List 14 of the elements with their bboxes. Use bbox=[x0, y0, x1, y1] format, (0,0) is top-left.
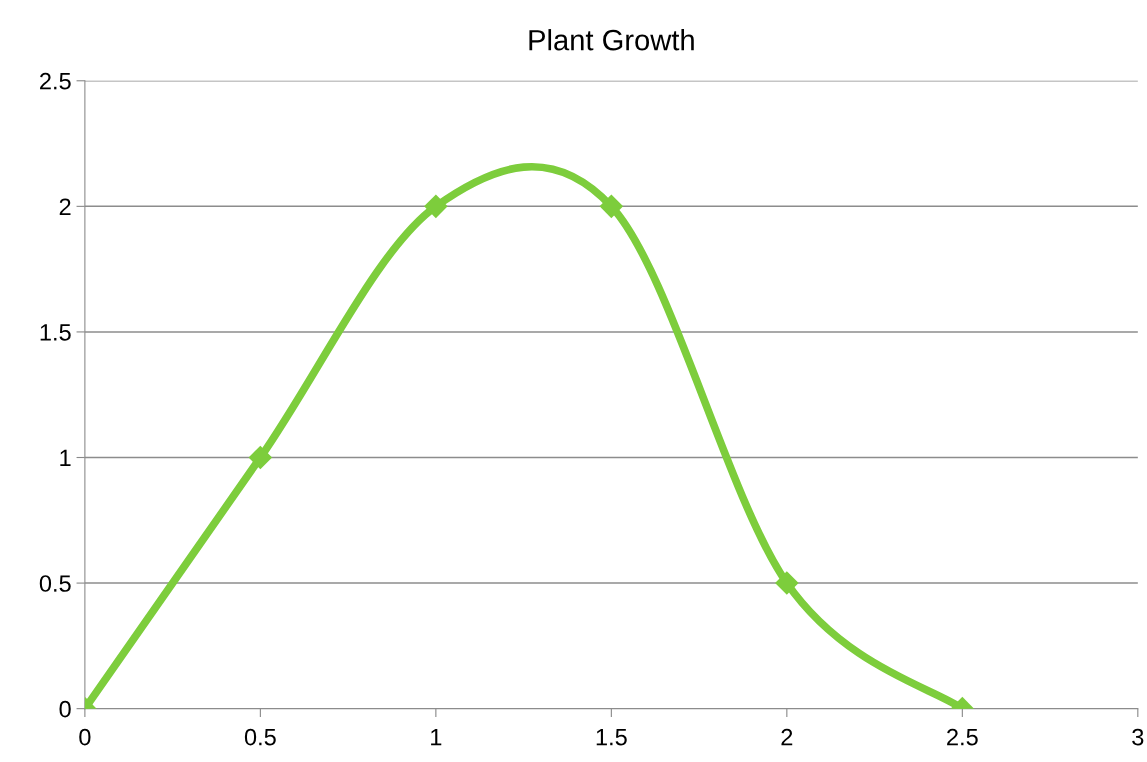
x-tick-label: 2.5 bbox=[947, 728, 978, 746]
y-tick-label: 0.5 bbox=[39, 575, 71, 592]
x-tick-label: 2 bbox=[781, 728, 793, 746]
x-tick-label: 1.5 bbox=[596, 728, 627, 746]
y-tick-label: 2.5 bbox=[40, 72, 71, 90]
chart-title: Plant Growth bbox=[529, 29, 694, 51]
x-tick-label: 0.5 bbox=[244, 728, 276, 746]
x-tick-label: 1 bbox=[431, 728, 442, 746]
x-tick-label: 3 bbox=[1132, 728, 1144, 746]
x-tick-label: 0 bbox=[79, 728, 91, 746]
y-tick-label: 0 bbox=[59, 700, 71, 718]
y-tick-label: 2 bbox=[59, 198, 71, 215]
y-tick-label: 1 bbox=[60, 449, 71, 467]
y-tick-label: 1.5 bbox=[40, 324, 71, 341]
